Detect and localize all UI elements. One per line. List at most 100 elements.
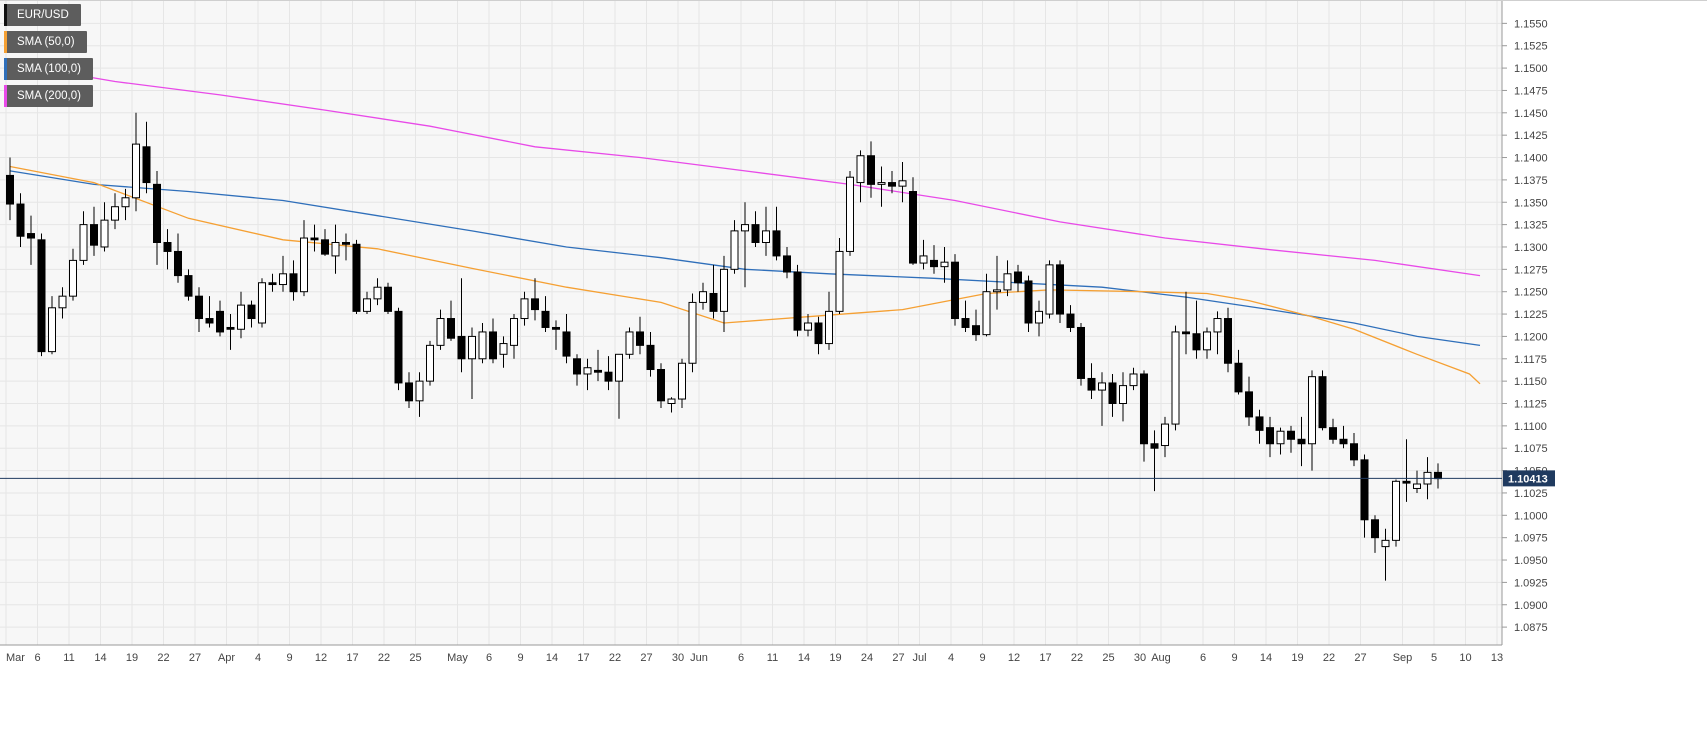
x-tick-label: 12 <box>1008 652 1020 664</box>
candle-body <box>6 174 14 205</box>
legend-item-sma50[interactable]: SMA (50,0) <box>4 31 87 53</box>
legend-label-sma50: SMA (50,0) <box>17 36 75 48</box>
candle-body <box>1077 326 1085 379</box>
candle-body <box>1035 310 1043 324</box>
x-tick-label: 22 <box>1323 652 1335 664</box>
candle-body <box>16 203 25 237</box>
candle-body <box>111 206 119 221</box>
candle-body <box>310 237 319 241</box>
x-tick-label: 25 <box>1102 652 1114 664</box>
candle-body <box>1150 443 1159 449</box>
candle-body <box>1308 376 1316 445</box>
x-tick-label: 4 <box>948 652 954 664</box>
candle-body <box>100 219 109 248</box>
candle-body <box>258 282 266 324</box>
candle-body <box>667 398 676 404</box>
candle-body <box>1255 416 1264 431</box>
y-tick-label: 1.1525 <box>1514 41 1548 53</box>
x-tick-label: Jun <box>690 652 708 664</box>
x-tick-label: 4 <box>255 652 261 664</box>
candle-body <box>583 367 592 375</box>
candle-body <box>573 358 581 375</box>
candle-body <box>541 310 550 328</box>
legend-label-eurusd: EUR/USD <box>17 9 69 21</box>
candle-body <box>856 155 865 184</box>
candle-body <box>1213 318 1222 333</box>
candle-body <box>699 291 707 303</box>
x-tick-label: 6 <box>486 652 492 664</box>
candle-body <box>636 331 644 346</box>
x-tick-label: 22 <box>157 652 169 664</box>
x-tick-label: Aug <box>1151 652 1171 664</box>
candle-body <box>1234 362 1243 393</box>
legend-swatch-sma100 <box>4 58 7 80</box>
legend-item-sma100[interactable]: SMA (100,0) <box>4 58 93 80</box>
candle-body <box>321 239 329 255</box>
legend-label-sma100: SMA (100,0) <box>17 63 81 75</box>
x-tick-label: 12 <box>315 652 327 664</box>
candle-body <box>394 310 403 384</box>
x-tick-label: Apr <box>218 652 235 664</box>
legend-item-sma200[interactable]: SMA (200,0) <box>4 85 93 107</box>
candle-body <box>384 286 392 312</box>
candle-body <box>1402 480 1411 484</box>
y-tick-label: 1.1425 <box>1514 130 1548 142</box>
candle-body <box>373 286 382 300</box>
candle-body <box>951 261 959 320</box>
candle-body <box>520 298 529 320</box>
candle-body <box>1329 427 1337 440</box>
candle-body <box>930 259 938 268</box>
candle-body <box>1381 539 1390 548</box>
y-tick-label: 1.1450 <box>1514 108 1548 120</box>
x-tick-label: 22 <box>1071 652 1083 664</box>
x-tick-label: 17 <box>1039 652 1051 664</box>
x-tick-label: 30 <box>672 652 684 664</box>
x-tick-label: 9 <box>979 652 985 664</box>
candle-body <box>961 318 970 328</box>
x-tick-label: 22 <box>378 652 390 664</box>
x-tick-label: 9 <box>1231 652 1237 664</box>
x-tick-label: 6 <box>738 652 744 664</box>
x-tick-label: 22 <box>609 652 621 664</box>
legend-swatch-sma50 <box>4 31 7 53</box>
candle-body <box>1287 430 1295 440</box>
candle-body <box>552 326 560 330</box>
candle-body <box>604 371 613 382</box>
candle-body <box>1266 427 1274 445</box>
candle-body <box>751 224 760 244</box>
candle-body <box>804 322 812 331</box>
candle-body <box>1119 385 1127 405</box>
candle-body <box>1098 382 1106 391</box>
candle-body <box>846 176 854 252</box>
candle-body <box>625 331 634 355</box>
candle-body <box>940 261 949 268</box>
x-tick-label: 27 <box>1354 652 1366 664</box>
candle-body <box>1413 483 1421 489</box>
legend-item-eurusd[interactable]: EUR/USD <box>4 4 81 26</box>
x-tick-label: 10 <box>1459 652 1471 664</box>
candle-body <box>300 237 308 293</box>
candle-body <box>468 335 476 360</box>
candle-body <box>993 289 1001 293</box>
candle-body <box>1192 333 1201 351</box>
x-tick-label: 27 <box>892 652 904 664</box>
candle-body <box>678 362 686 400</box>
candle-body <box>783 255 791 273</box>
candle-body <box>1224 318 1232 364</box>
x-tick-label: May <box>447 652 468 664</box>
x-tick-label: Jul <box>912 652 926 664</box>
candle-body <box>1066 313 1075 328</box>
sma200-line <box>9 62 1481 277</box>
candle-body <box>909 191 917 264</box>
y-tick-label: 1.0925 <box>1514 577 1548 589</box>
x-tick-label: 13 <box>1491 652 1503 664</box>
candle-body <box>1161 423 1169 447</box>
candle-body <box>163 242 172 252</box>
candle-body <box>1045 264 1054 315</box>
y-tick-label: 1.1175 <box>1514 354 1547 366</box>
x-tick-label: 11 <box>63 652 74 664</box>
x-tick-label: 9 <box>286 652 292 664</box>
candle-body <box>331 242 340 257</box>
candle-body <box>90 224 98 246</box>
candle-body <box>982 291 991 336</box>
